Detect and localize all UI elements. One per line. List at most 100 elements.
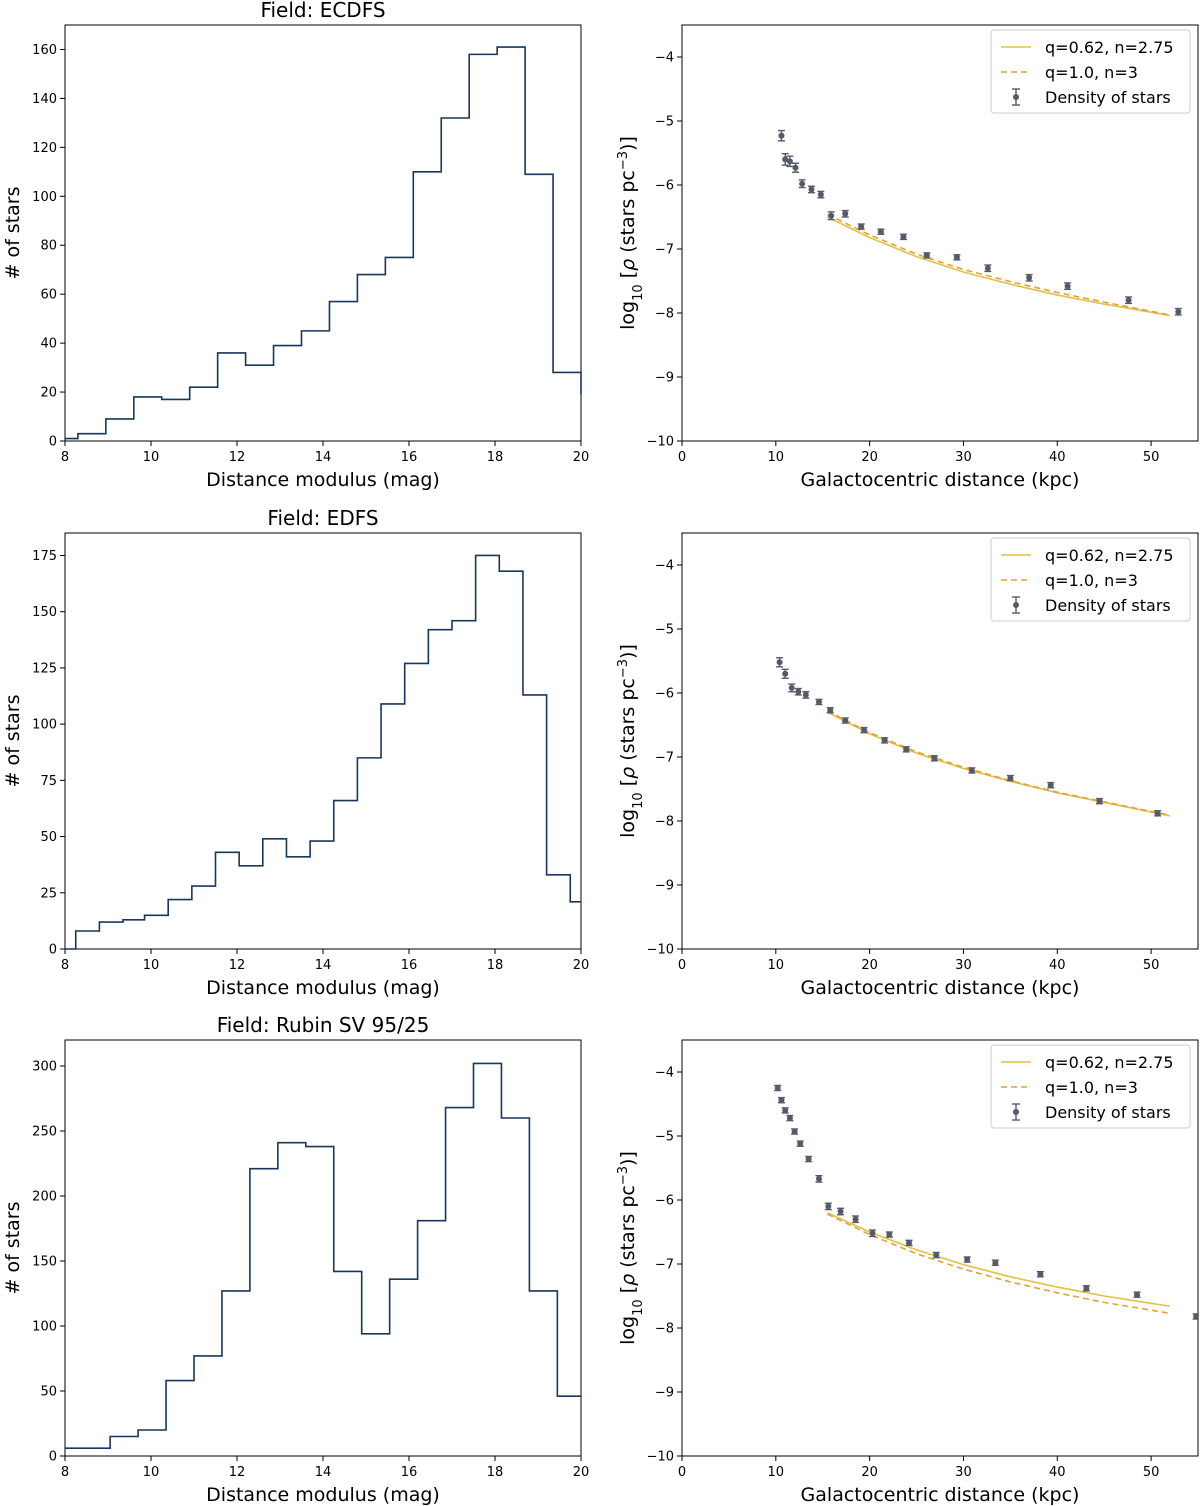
hist-ylabel: # of stars — [2, 694, 24, 787]
data-point — [1154, 810, 1161, 817]
histogram-bin — [162, 399, 190, 441]
density-xtick-label: 10 — [768, 958, 785, 973]
density-xtick-label: 20 — [861, 1465, 878, 1480]
histogram-steps — [65, 1062, 581, 1449]
histogram-bin — [446, 1108, 474, 1456]
histogram-bin — [302, 331, 330, 441]
hist-xlabel: Distance modulus (mag) — [206, 977, 440, 999]
data-point — [886, 1231, 893, 1238]
density-ytick-label: −4 — [655, 1066, 674, 1081]
data-point — [842, 210, 849, 217]
hist-xtick-label: 20 — [573, 958, 590, 973]
model-curve-solid — [827, 711, 1171, 817]
density-ytick-label: −5 — [655, 623, 674, 638]
legend-point-swatch — [1013, 1109, 1019, 1115]
histogram-bin — [405, 663, 429, 949]
hist-xtick-label: 10 — [143, 1465, 160, 1480]
data-point — [881, 737, 888, 744]
legend-points-label: Density of stars — [1045, 88, 1171, 107]
density-xtick-label: 10 — [768, 450, 785, 465]
data-point — [1026, 274, 1033, 281]
hist-ytick-label: 100 — [32, 1320, 57, 1335]
histogram-bin — [362, 1334, 390, 1456]
histogram-bin — [523, 695, 547, 949]
density-ytick-label: −6 — [655, 179, 674, 194]
hist-ytick-label: 75 — [40, 774, 57, 789]
density-ytick-label: −5 — [655, 1130, 674, 1145]
hist-ylabel: # of stars — [2, 1201, 24, 1294]
density-xtick-label: 0 — [678, 958, 686, 973]
data-point — [827, 707, 834, 714]
density-ytick-label: −9 — [655, 1386, 674, 1401]
data-point — [1037, 1271, 1044, 1278]
histogram-bin — [570, 902, 581, 949]
data-point — [900, 233, 907, 240]
legend: q=0.62, n=2.75 q=1.0, n=3 Density of stars — [990, 1044, 1191, 1129]
legend-point-swatch — [1013, 602, 1019, 608]
histogram-bin — [222, 1291, 250, 1456]
density-xtick-label: 30 — [955, 958, 972, 973]
hist-ytick-label: 25 — [40, 886, 57, 901]
histogram-bin — [99, 922, 123, 949]
hist-ytick-label: 250 — [32, 1125, 57, 1140]
density-ytick-label: −6 — [655, 687, 674, 702]
hist-xlabel: Distance modulus (mag) — [206, 469, 440, 491]
histogram-bin — [334, 1271, 362, 1456]
hist-ytick-label: 100 — [32, 718, 57, 733]
density-xtick-label: 0 — [678, 450, 686, 465]
density-ytick-label: −10 — [647, 1450, 674, 1465]
histogram-bin — [381, 704, 405, 949]
density-ytick-label: −5 — [655, 115, 674, 130]
data-point — [858, 223, 865, 230]
data-point — [923, 252, 930, 259]
data-point — [1047, 782, 1054, 789]
density-xlabel: Galactocentric distance (kpc) — [801, 1484, 1080, 1506]
data-point — [1064, 283, 1071, 290]
histogram-bin — [428, 630, 452, 949]
histogram-bin — [474, 1063, 502, 1456]
data-point — [778, 1097, 785, 1104]
histogram-bin — [441, 118, 469, 441]
histogram-bin — [190, 387, 218, 441]
legend-dashed-label: q=1.0, n=3 — [1045, 63, 1138, 82]
density-ytick-label: −8 — [655, 815, 674, 830]
data-point — [778, 132, 785, 139]
histogram-steps — [65, 46, 582, 440]
hist-xtick-label: 16 — [401, 450, 418, 465]
hist-ytick-label: 140 — [32, 92, 57, 107]
histogram-bin — [476, 555, 500, 949]
data-point — [782, 156, 789, 163]
histogram-bin — [334, 801, 358, 949]
density-ytick-label: −7 — [655, 751, 674, 766]
data-point — [837, 1208, 844, 1215]
data-point — [828, 212, 835, 219]
density-ylabel: log10 [ρ (stars pc−3)] — [616, 136, 646, 330]
data-point — [869, 1230, 876, 1237]
data-point — [1134, 1291, 1141, 1298]
legend-points-label: Density of stars — [1045, 596, 1171, 615]
data-point — [1007, 775, 1014, 782]
density-xtick-label: 20 — [861, 450, 878, 465]
data-point — [815, 1175, 822, 1182]
density-xlabel: Galactocentric distance (kpc) — [801, 977, 1080, 999]
data-point — [953, 254, 960, 261]
hist-ytick-label: 20 — [40, 386, 57, 401]
hist-xtick-label: 20 — [573, 450, 590, 465]
histogram-bin — [78, 434, 106, 441]
histogram-bin — [547, 875, 571, 949]
hist-ylabel: # of stars — [2, 186, 24, 279]
histogram-bin — [497, 47, 525, 441]
density-panel-2: 0 10 20 30 40 50 −10 −9 −8 −7 −6 −5 −4 Galactocentric… — [616, 1039, 1199, 1506]
data-point — [815, 698, 822, 705]
hist-ytick-label: 40 — [40, 337, 57, 352]
hist-xlabel: Distance modulus (mag) — [206, 1484, 440, 1506]
data-point — [795, 688, 802, 695]
hist-xtick-label: 14 — [315, 450, 332, 465]
histogram-bin — [529, 1291, 557, 1456]
legend-dashed-label: q=1.0, n=3 — [1045, 1078, 1138, 1097]
density-ytick-label: −6 — [655, 1194, 674, 1209]
histogram-bin — [390, 1279, 418, 1456]
model-curve-dashed — [827, 1213, 1170, 1315]
density-ytick-label: −7 — [655, 243, 674, 258]
